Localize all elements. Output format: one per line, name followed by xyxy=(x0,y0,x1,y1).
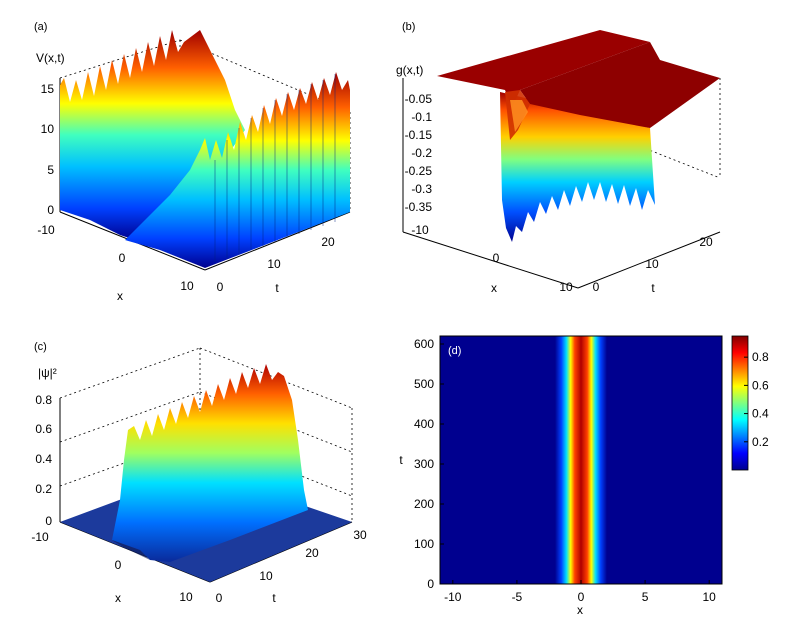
panel-c-ztick: 0 xyxy=(45,514,52,528)
panel-a-tlabel: t xyxy=(275,281,279,295)
panel-c: (c) |ψ|² 0.8 0.6 0.4 0.2 0 -10 0 10 x 0 … xyxy=(31,341,367,605)
colorbar-tick-label: 0.6 xyxy=(752,378,769,392)
panel-b-ztick: -0.25 xyxy=(405,164,433,178)
surface-a-ridges xyxy=(214,74,336,262)
panel-d-ylabel: t xyxy=(399,453,403,467)
panel-b-ztick: -0.1 xyxy=(411,110,432,124)
panel-d-ytick-label: 100 xyxy=(414,537,434,551)
panel-c-ztick: 0.8 xyxy=(35,393,52,407)
colorbar-ticks: 0.2 0.4 0.6 0.8 xyxy=(744,350,769,449)
panel-a-ttick: 0 xyxy=(217,280,224,294)
panel-c-ttick: 30 xyxy=(353,528,367,542)
panel-c-xtick: -10 xyxy=(31,530,49,544)
panel-a-zlabel: V(x,t) xyxy=(36,51,65,65)
panel-c-ztick: 0.6 xyxy=(35,422,52,436)
panel-a-t-ticks: 0 10 20 xyxy=(217,235,335,294)
panel-d-y-ticks: 0 100 200 300 400 500 600 xyxy=(414,337,444,591)
panel-d-ytick-label: 300 xyxy=(414,457,434,471)
colorbar-tick-label: 0.4 xyxy=(752,407,769,421)
surface-a-right xyxy=(125,72,350,268)
panel-c-xlabel: x xyxy=(115,591,121,605)
panel-c-ztick: 0.2 xyxy=(35,482,52,496)
panel-d-ytick-label: 500 xyxy=(414,377,434,391)
surface-c-peak xyxy=(112,364,308,562)
panel-a-xlabel: x xyxy=(117,289,123,303)
panel-d-ytick-label: 200 xyxy=(414,497,434,511)
panel-d-x-ticks: -10 -5 0 5 10 xyxy=(444,580,716,604)
heatmap-beam xyxy=(555,336,607,584)
panel-a-ztick: 15 xyxy=(41,82,55,96)
colorbar xyxy=(731,335,749,471)
panel-b: (b) g(x,t) -0.05 -0.1 -0.15 -0.2 -0.25 -… xyxy=(396,21,721,295)
panel-b-ttick: 0 xyxy=(593,280,600,294)
panel-b-label: (b) xyxy=(402,21,415,33)
panel-d-xtick-label: 5 xyxy=(642,590,649,604)
panel-b-ztick: -0.35 xyxy=(405,200,433,214)
panel-c-ttick: 0 xyxy=(216,591,223,605)
colorbar-tick-label: 0.8 xyxy=(752,350,769,364)
panel-b-t-ticks: 0 10 20 xyxy=(593,235,713,294)
panel-c-ztick: 0.4 xyxy=(35,452,52,466)
panel-b-xtick: 10 xyxy=(559,280,573,294)
panel-d-ytick-label: 600 xyxy=(414,337,434,351)
panel-c-ttick: 10 xyxy=(259,569,273,583)
panel-a-ztick: 0 xyxy=(47,203,54,217)
surface-b-plateau xyxy=(437,30,650,108)
panel-d-xtick-label: 0 xyxy=(578,590,585,604)
panel-d-ytick-label: 400 xyxy=(414,417,434,431)
panel-c-xtick: 10 xyxy=(179,590,193,604)
panel-b-zlabel: g(x,t) xyxy=(396,63,423,77)
panel-d-label: (d) xyxy=(448,345,461,357)
panel-a-ttick: 20 xyxy=(321,235,335,249)
panel-d-xtick-label: -10 xyxy=(444,590,462,604)
panel-a-x-ticks: -10 0 10 xyxy=(37,223,194,293)
colorbar-tick-label: 0.2 xyxy=(752,435,769,449)
panel-b-ztick: -0.2 xyxy=(411,146,432,160)
panel-c-x-ticks: -10 0 10 xyxy=(31,530,193,604)
panel-d-xtick-label: 10 xyxy=(703,590,717,604)
panel-c-t-ticks: 0 10 20 30 xyxy=(216,528,367,605)
panel-a-label: (a) xyxy=(34,21,47,33)
panel-d-ytick-label: 0 xyxy=(427,577,434,591)
panel-a-z-ticks: 15 10 5 0 xyxy=(41,82,55,217)
panel-b-xtick: -10 xyxy=(411,223,429,237)
panel-c-ttick: 20 xyxy=(305,546,319,560)
panel-b-tlabel: t xyxy=(651,281,655,295)
panel-a-xtick: -10 xyxy=(37,223,55,237)
panel-c-tlabel: t xyxy=(272,591,276,605)
surface-b-plateau-front xyxy=(520,42,720,128)
panel-d-xlabel: x xyxy=(577,603,583,617)
panel-a-ttick: 10 xyxy=(267,257,281,271)
surface-b-fold-glow xyxy=(510,100,528,132)
panel-b-ztick: -0.15 xyxy=(405,128,433,142)
panel-b-xtick: 0 xyxy=(493,251,500,265)
surface-b-wall xyxy=(500,92,655,242)
panel-c-zlabel: |ψ|² xyxy=(38,366,57,380)
panel-b-z-ticks: -0.05 -0.1 -0.15 -0.2 -0.25 -0.3 -0.35 xyxy=(405,92,433,214)
panel-c-z-ticks: 0.8 0.6 0.4 0.2 0 xyxy=(35,393,52,528)
panel-b-ztick: -0.3 xyxy=(411,182,432,196)
panel-b-ztick: -0.05 xyxy=(405,92,433,106)
panel-a-xtick: 0 xyxy=(119,251,126,265)
panel-a-ztick: 10 xyxy=(41,122,55,136)
surface-c-shadow xyxy=(112,540,150,560)
panel-d-xtick-label: -5 xyxy=(512,590,523,604)
panel-b-x-ticks: -10 0 10 xyxy=(411,223,573,294)
panel-a-ztick: 5 xyxy=(47,163,54,177)
panel-d: -10 -5 0 5 10 0 100 200 300 400 500 600 (d) x t 0.… xyxy=(399,335,769,617)
panel-b-xlabel: x xyxy=(491,281,497,295)
panel-b-ttick: 20 xyxy=(699,235,713,249)
panel-c-label: (c) xyxy=(34,341,47,353)
panel-c-xtick: 0 xyxy=(115,558,122,572)
panel-a: (a) V(x,t) 15 10 5 0 -10 0 10 x 0 10 20 … xyxy=(34,21,351,303)
panel-b-ttick: 10 xyxy=(645,257,659,271)
panel-a-xtick: 10 xyxy=(180,279,194,293)
